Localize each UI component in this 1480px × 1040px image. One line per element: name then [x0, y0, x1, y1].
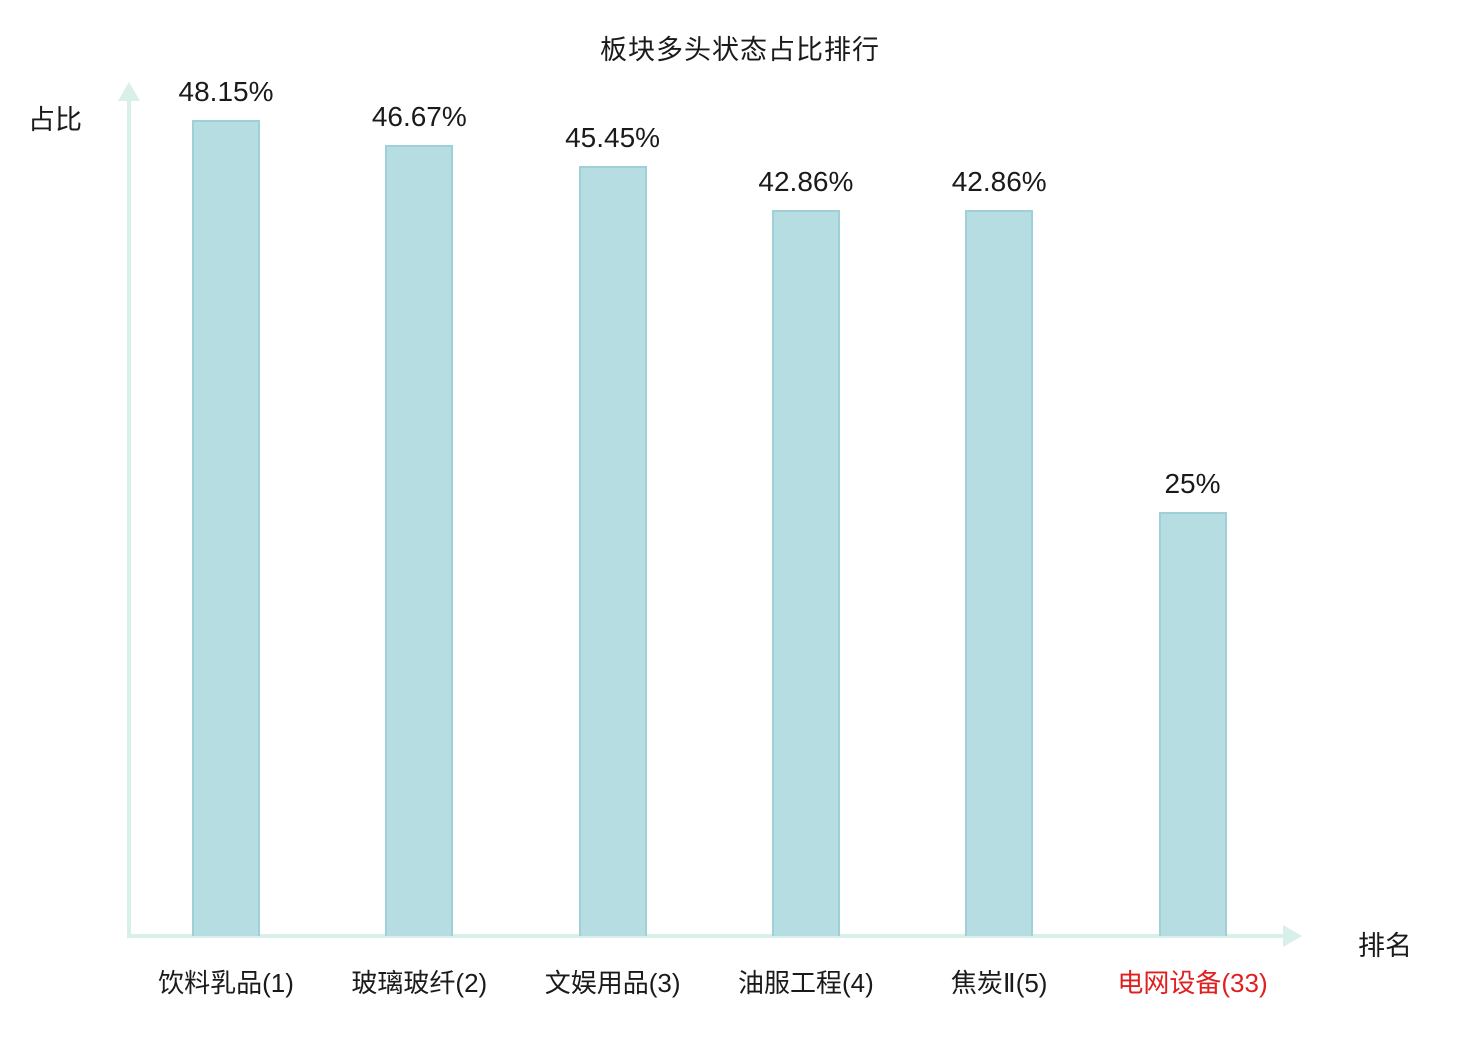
y-axis-label: 占比 — [28, 105, 82, 135]
bar-5 — [965, 210, 1034, 936]
bar-value-label: 25% — [1164, 468, 1221, 499]
x-axis-arrow-icon — [1283, 925, 1302, 947]
bar-category-label: 电网设备(33) — [1117, 968, 1268, 998]
y-axis — [127, 100, 131, 938]
bar-category-label: 油服工程(4) — [738, 968, 874, 998]
bar-category-label: 文娱用品(3) — [544, 968, 681, 998]
bar-category-label: 焦炭Ⅱ(5) — [950, 968, 1048, 998]
bar-category-label: 玻璃玻纤(2) — [351, 968, 488, 998]
bar-4 — [771, 210, 840, 936]
bar-3 — [578, 166, 647, 936]
bar-category-label: 饮料乳品(1) — [158, 968, 294, 998]
bar-value-label: 46.67% — [371, 101, 467, 132]
bar-value-label: 42.86% — [951, 166, 1047, 197]
bar-value-label: 45.45% — [565, 122, 661, 153]
bar-6 — [1158, 512, 1227, 936]
bar-value-label: 48.15% — [178, 76, 274, 107]
bar-1 — [192, 120, 260, 936]
chart-title: 板块多头状态占比排行 — [600, 35, 880, 65]
bar-2 — [385, 145, 454, 936]
x-axis — [127, 934, 1285, 938]
y-axis-arrow-icon — [118, 82, 140, 101]
bar-value-label: 42.86% — [758, 166, 854, 197]
x-axis-label: 排名 — [1358, 931, 1412, 961]
